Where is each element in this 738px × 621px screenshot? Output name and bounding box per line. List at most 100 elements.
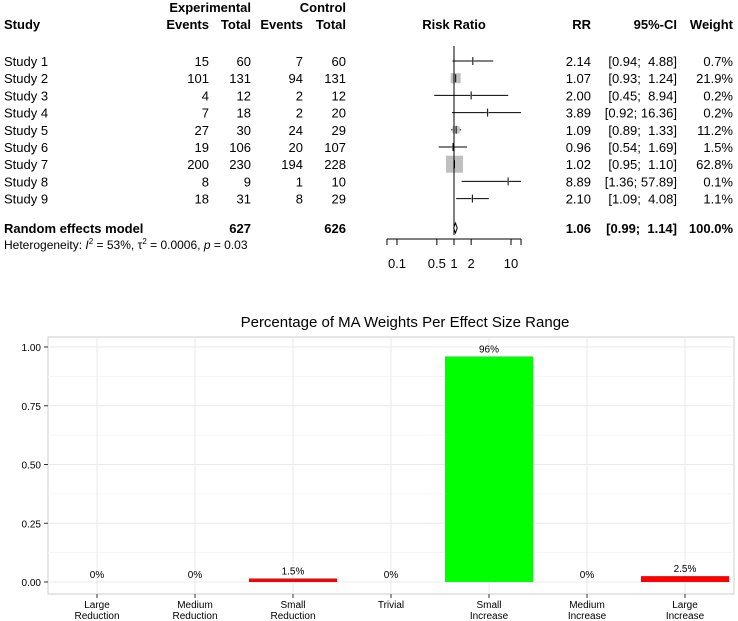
heterogeneity-tau-symbol: τ [138,238,143,252]
ci-value: [0.92; 16.36] [605,106,677,121]
ctrl-events: 194 [281,157,303,172]
bar-value-label: 0% [384,570,399,581]
bar-grid [48,337,734,594]
y-tick-label: 0.25 [22,519,42,530]
risk-ratio-header: Risk Ratio [422,17,486,32]
exp-total: 9 [244,174,251,189]
bar [444,356,534,582]
ctrl-total-header: Total [316,17,346,32]
x-tick-label: Large Reduction [74,600,119,621]
x-tick-label: Medium Reduction [172,600,217,621]
study-name: Study 4 [4,106,48,121]
axis-tick-label: 0.5 [428,256,446,271]
study-name: Study 2 [4,71,48,86]
x-tick-label-line: Small [476,600,501,611]
weight-value: 11.2% [697,123,733,138]
study-name: Study 5 [4,123,48,138]
ctrl-total: 12 [332,88,346,103]
rr-value: 0.96 [566,140,591,155]
ctrl-total: 10 [332,174,346,189]
x-tick-label-line: Large [84,600,110,611]
study-name: Study 3 [4,88,48,103]
axis-tick-label: 1 [450,256,457,271]
ci-value: [0.54; 1.69] [608,140,677,155]
rr-value: 2.14 [566,54,591,69]
ci-value: [1.09; 4.08] [608,192,677,207]
ci-value: [0.95; 1.10] [608,157,677,172]
exp-total: 31 [237,192,251,207]
ci-header: 95%-CI [634,17,677,32]
ctrl-total: 29 [332,192,346,207]
experimental-header: Experimental [169,0,251,15]
x-tick-label-line: Trivial [378,600,404,611]
x-tick-label-line: Increase [470,611,509,621]
ctrl-events: 94 [289,71,303,86]
weight-value: 62.8% [696,157,733,172]
heterogeneity-tau-value: = 0.0006, [147,238,204,252]
rr-value: 3.89 [566,106,591,121]
x-tick-label: Large Increase [666,600,705,621]
study-name: Study 8 [4,174,48,189]
bar-value-label: 1.5% [282,566,305,577]
random-effects-rr: 1.06 [566,221,591,236]
study-row: Study 8 8 9 1 10 8.89 [1.36; 57.89] 0.1% [4,174,733,189]
rr-value: 2.00 [566,88,591,103]
forest-rows: Study 1 15 60 7 60 2.14 [0.94; 4.88] 0.7%Study … [4,54,733,207]
bar-value-label: 96% [479,344,499,355]
study-row: Study 2 101 131 94 131 1.07 [0.93; 1.24] 21.9% [4,71,733,86]
heterogeneity-tau-superscript: 2 [142,237,147,246]
ci-value: [0.93; 1.24] [608,71,677,86]
rr-value: 1.02 [566,157,591,172]
weight-value: 0.1% [703,174,733,189]
ctrl-events: 1 [296,174,303,189]
exp-events: 18 [195,192,209,207]
ctrl-total: 20 [332,106,346,121]
ctrl-total: 228 [324,157,346,172]
bar-value-label: 0% [90,570,105,581]
heterogeneity-p-symbol: p [203,238,211,252]
ci-value: [0.89; 1.33] [608,123,677,138]
exp-total: 18 [237,106,251,121]
x-tick-label-line: Increase [666,611,705,621]
x-tick-label-line: Small [280,600,305,611]
x-tick-label-line: Increase [568,611,607,621]
exp-events: 8 [202,174,209,189]
weight-value: 0.7% [703,54,733,69]
weight-value: 21.9% [696,71,733,86]
y-tick-label: 1.00 [22,343,42,354]
y-tick-label: 0.00 [22,578,42,589]
study-row: Study 1 15 60 7 60 2.14 [0.94; 4.88] 0.7% [4,54,733,69]
study-name: Study 9 [4,192,48,207]
random-effects-exp-total: 627 [229,221,251,236]
forest-plot: Experimental Control Study Events Total … [4,0,734,271]
control-header: Control [300,0,346,15]
heterogeneity-i2-value: = 53%, [93,238,137,252]
x-tick-label-line: Reduction [270,611,315,621]
study-name: Study 1 [4,54,48,69]
random-effects-ci: [0.99; 1.14] [606,221,677,236]
exp-total: 60 [237,54,251,69]
x-tick-label-line: Medium [177,600,213,611]
rr-value: 8.89 [566,174,591,189]
exp-events-header: Events [166,17,209,32]
y-tick-label: 0.75 [22,402,42,413]
study-column-header: Study [4,17,41,32]
bar-value-label: 2.5% [674,564,697,575]
exp-events: 200 [187,157,209,172]
exp-events: 101 [187,71,209,86]
exp-events: 4 [202,88,209,103]
weight-value: 1.1% [703,192,733,207]
ci-value: [1.36; 57.89] [605,174,677,189]
exp-total: 230 [229,157,251,172]
axis-tick-label: 2 [468,256,475,271]
ctrl-total: 131 [324,71,346,86]
study-row: Study 4 7 18 2 20 3.89 [0.92; 16.36] 0.2% [4,106,733,121]
heterogeneity-i2-superscript: 2 [89,237,94,246]
rr-header: RR [572,17,591,32]
ctrl-events: 7 [296,54,303,69]
heterogeneity-text: Heterogeneity: I2 = 53%, τ2 = 0.0006, p … [4,237,248,252]
heterogeneity-i2-symbol: I [85,238,89,252]
x-tick-label-line: Reduction [74,611,119,621]
rr-value: 1.09 [566,123,591,138]
